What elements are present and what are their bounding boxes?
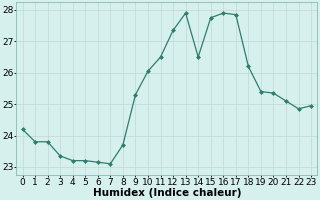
X-axis label: Humidex (Indice chaleur): Humidex (Indice chaleur) [92, 188, 241, 198]
